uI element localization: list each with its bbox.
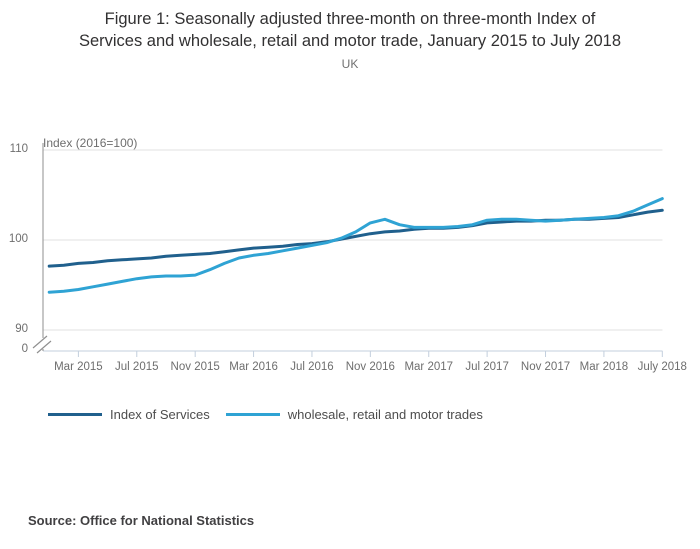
x-tick-label: Nov 2015 [170, 361, 220, 373]
axis-break-mark [36, 340, 52, 354]
legend-label-wholesale-retail-motor-trades: wholesale, retail and motor trades [287, 407, 483, 422]
series-line-wholesale-retail-motor-trades[interactable] [47, 197, 664, 294]
y-tick-label: 110 [9, 143, 28, 155]
legend-line-swatch-dark-blue [48, 413, 102, 416]
y-tick-label: 90 [15, 323, 28, 335]
y-tick-label: 0 [21, 343, 28, 355]
x-tick-label: July 2018 [637, 361, 687, 373]
x-tick-label: Mar 2016 [229, 361, 278, 373]
legend: Index of Services wholesale, retail and … [48, 407, 483, 422]
legend-item-wholesale-retail-motor-trades[interactable]: wholesale, retail and motor trades [225, 407, 483, 422]
source-note: Source: Office for National Statistics [28, 513, 255, 528]
legend-label-index-of-services: Index of Services [110, 407, 210, 422]
x-tick-label: Nov 2016 [345, 361, 395, 373]
x-tick-label: Mar 2018 [579, 361, 629, 373]
y-tick-label: 100 [8, 233, 28, 245]
y-axis-unit-label: Index (2016=100) [43, 136, 138, 150]
figure-title: Figure 1: Seasonally adjusted three-mont… [78, 10, 622, 50]
axis-break-mark [32, 335, 48, 349]
x-tick-label: Mar 2017 [404, 361, 454, 373]
x-tick-label: Nov 2017 [520, 361, 571, 373]
x-tick-label: Jul 2016 [290, 361, 334, 373]
figure-subtitle: UK [341, 57, 359, 71]
x-tick-label: Jul 2015 [115, 361, 159, 373]
x-tick-label: Mar 2015 [54, 361, 103, 373]
legend-item-index-of-services[interactable]: Index of Services [48, 407, 210, 422]
legend-line-swatch-light-blue [225, 413, 280, 416]
x-tick-label: Jul 2017 [465, 361, 509, 373]
